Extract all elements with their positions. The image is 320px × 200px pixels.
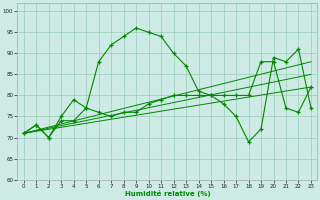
X-axis label: Humidité relative (%): Humidité relative (%) [124,190,210,197]
